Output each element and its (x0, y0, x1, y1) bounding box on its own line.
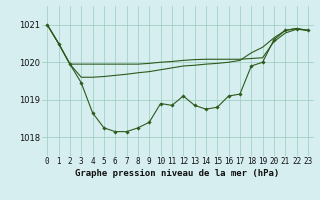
X-axis label: Graphe pression niveau de la mer (hPa): Graphe pression niveau de la mer (hPa) (76, 169, 280, 178)
